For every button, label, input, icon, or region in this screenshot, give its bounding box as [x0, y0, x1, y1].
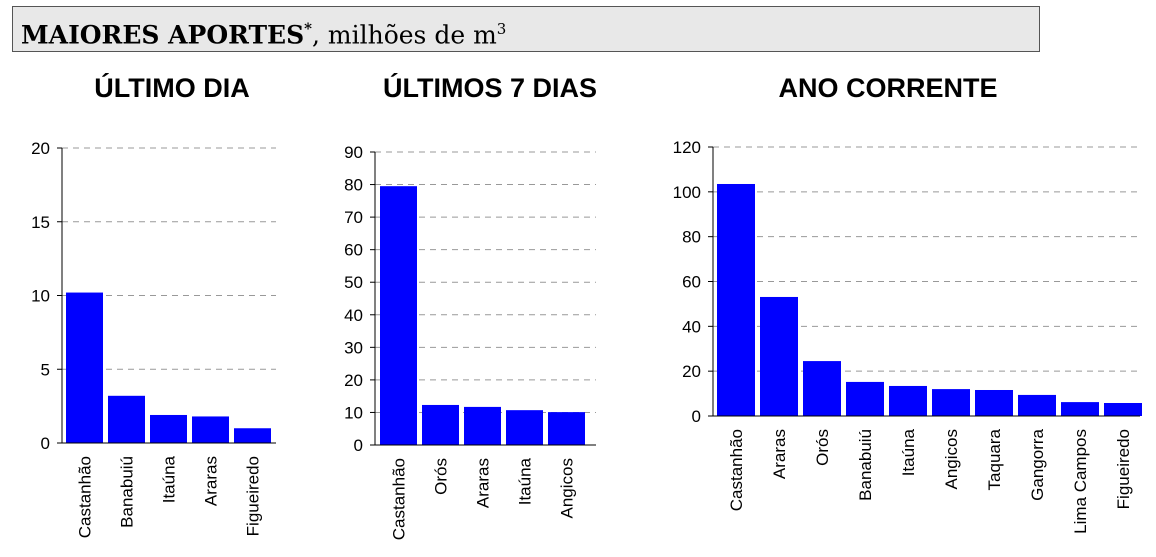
bar-castanhão	[717, 183, 755, 416]
bar-araras	[464, 406, 501, 445]
bar-gangorra	[1018, 394, 1056, 416]
header-bold: MAIORES APORTES	[21, 20, 305, 50]
y-tick-label: 40	[344, 306, 363, 325]
x-category-label: Angicos	[558, 458, 577, 518]
y-tick-label: 0	[354, 436, 363, 455]
bar-angicos	[932, 389, 970, 416]
bar-araras	[192, 416, 229, 443]
bar-orós	[422, 404, 459, 445]
x-category-label: Itaúna	[899, 428, 918, 476]
bar-itaúna	[150, 414, 187, 443]
y-tick-label: 90	[344, 143, 363, 162]
y-tick-label: 50	[344, 273, 363, 292]
x-category-label: Angicos	[942, 429, 961, 489]
x-category-label: Araras	[202, 456, 221, 506]
x-category-label: Itaúna	[516, 457, 535, 505]
bar-figueiredo	[1104, 402, 1142, 416]
y-tick-label: 0	[692, 407, 701, 426]
y-tick-label: 70	[344, 208, 363, 227]
x-category-label: Araras	[770, 429, 789, 479]
bar-castanhão	[66, 292, 103, 443]
y-tick-label: 30	[344, 338, 363, 357]
x-category-label: Castanhão	[390, 458, 409, 540]
y-tick-label: 60	[682, 273, 701, 292]
y-tick-label: 10	[344, 403, 363, 422]
x-category-label: Gangorra	[1028, 428, 1047, 500]
bar-itaúna	[889, 385, 927, 416]
bar-castanhão	[380, 186, 417, 445]
x-category-label: Figueiredo	[1114, 429, 1133, 509]
y-tick-label: 5	[41, 360, 50, 379]
x-category-label: Castanhão	[76, 456, 95, 538]
y-tick-label: 15	[31, 213, 50, 232]
bar-lima-campos	[1061, 402, 1099, 416]
x-category-label: Itaúna	[160, 455, 179, 503]
x-category-label: Lima Campos	[1071, 429, 1090, 534]
y-tick-label: 20	[31, 139, 50, 158]
bar-itaúna	[506, 410, 543, 445]
y-tick-label: 120	[673, 138, 701, 157]
y-tick-label: 80	[344, 176, 363, 195]
x-category-label: Figueiredo	[244, 456, 263, 536]
y-tick-label: 80	[682, 228, 701, 247]
x-category-label: Araras	[474, 458, 493, 508]
x-category-label: Taquara	[985, 428, 1004, 490]
bar-araras	[760, 296, 798, 416]
x-category-label: Castanhão	[727, 429, 746, 511]
bar-taquara	[975, 389, 1013, 416]
bar-banabuiú	[108, 395, 145, 443]
chart-title: ÚLTIMO DIA	[94, 72, 249, 103]
header-asterisk: *	[304, 20, 313, 38]
y-tick-label: 60	[344, 241, 363, 260]
x-category-label: Banabuiú	[118, 456, 137, 528]
x-category-label: Banabuiú	[856, 429, 875, 501]
header-sup: 3	[496, 20, 507, 38]
x-category-label: Orós	[813, 429, 832, 466]
y-tick-label: 20	[682, 362, 701, 381]
header-banner: MAIORES APORTES*, milhões de m3	[12, 6, 1040, 52]
bar-orós	[803, 361, 841, 416]
y-tick-label: 40	[682, 317, 701, 336]
y-tick-label: 0	[41, 434, 50, 453]
bar-banabuiú	[846, 381, 884, 416]
bar-figueiredo	[234, 428, 271, 443]
x-category-label: Orós	[432, 458, 451, 495]
y-tick-label: 10	[31, 287, 50, 306]
y-tick-label: 20	[344, 371, 363, 390]
header-unit: , milhões de m	[312, 20, 497, 50]
chart-title: ANO CORRENTE	[778, 73, 997, 103]
bar-angicos	[548, 412, 585, 445]
y-tick-label: 100	[673, 183, 701, 202]
chart-title: ÚLTIMOS 7 DIAS	[383, 72, 597, 103]
